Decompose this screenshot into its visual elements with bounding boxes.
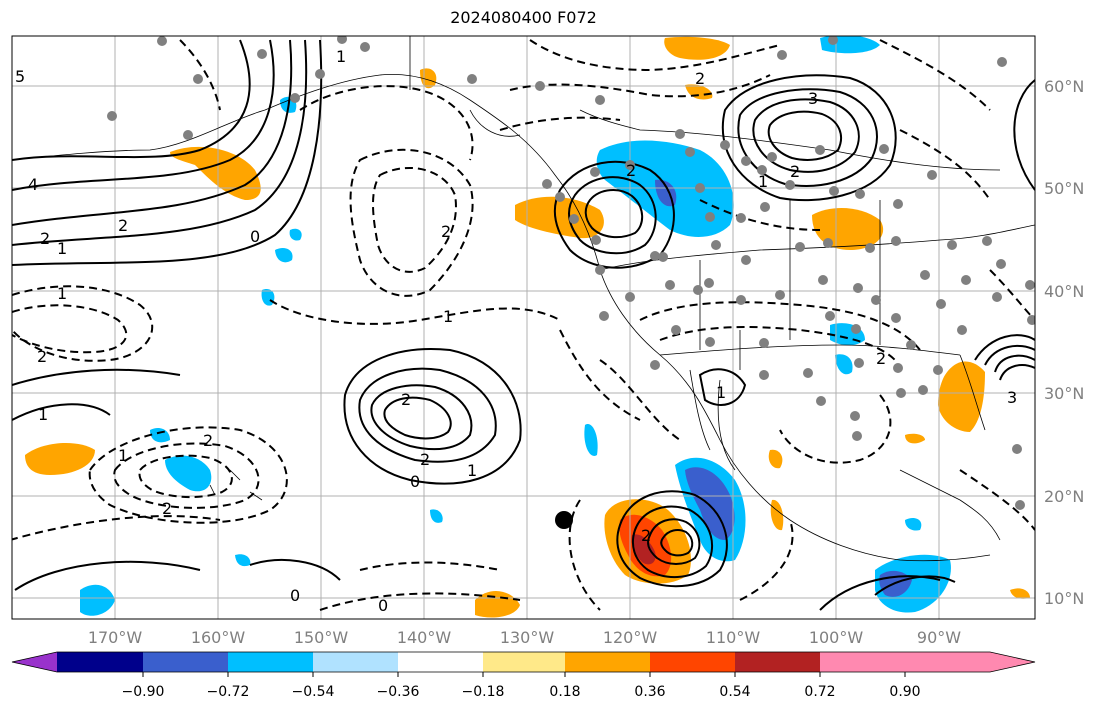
contour-label: 1 — [38, 405, 48, 424]
colorbar-tick-label: 0.54 — [719, 684, 750, 700]
colorbar: −0.90 −0.72 −0.54 −0.36 −0.18 0.18 0.36 … — [11, 651, 1036, 700]
lat-axis: 60°N 50°N 40°N 30°N 20°N 10°N — [1044, 77, 1084, 608]
contour-label: 2 — [641, 526, 651, 545]
contour-label: 2 — [203, 431, 213, 450]
lon-tick-label: 100°W — [809, 628, 864, 647]
colorbar-segment — [483, 652, 565, 672]
colorbar-extend-left — [12, 652, 57, 672]
contour-label: 2 — [695, 69, 705, 88]
contour-label: 4 — [28, 175, 38, 194]
contour-label: 2 — [401, 390, 411, 409]
lat-tick-label: 10°N — [1044, 589, 1084, 608]
colorbar-segment — [143, 652, 228, 672]
contour-label: 2 — [37, 347, 47, 366]
contour-label: 0 — [410, 472, 420, 491]
map-frame — [11, 35, 1036, 620]
colorbar-tick-label: −0.90 — [122, 684, 165, 700]
contour-label: 2 — [876, 349, 886, 368]
colorbar-tick-label: 0.36 — [634, 684, 665, 700]
dashed-contours — [12, 39, 1035, 611]
lon-tick-label: 90°W — [917, 628, 961, 647]
contour-label: 1 — [443, 307, 453, 326]
lat-tick-label: 60°N — [1044, 77, 1084, 96]
colorbar-segment — [735, 652, 820, 672]
colorbar-segment — [650, 652, 735, 672]
station-markers — [107, 36, 1035, 510]
contour-label: 0 — [290, 586, 300, 605]
contour-label: 2 — [626, 161, 636, 180]
contour-label: 2 — [790, 162, 800, 181]
colorbar-tick-label: 0.18 — [549, 684, 580, 700]
lon-tick-label: 130°W — [500, 628, 555, 647]
colorbar-segment — [820, 652, 905, 672]
lat-tick-label: 40°N — [1044, 282, 1084, 301]
lon-axis: 170°W 160°W 150°W 140°W 130°W 120°W 110°… — [88, 628, 961, 647]
contour-label: 2 — [162, 499, 172, 518]
contour-label: 1 — [467, 461, 477, 480]
colorbar-segment — [57, 652, 143, 672]
colorbar-segment — [228, 652, 313, 672]
contour-label-group: 5 4 2 1 0 2 2 0 1 2 3 2 1 2 3 0 1 2 1 1 … — [15, 47, 1017, 615]
lat-tick-label: 20°N — [1044, 487, 1084, 506]
lon-tick-label: 120°W — [603, 628, 658, 647]
lon-tick-label: 150°W — [294, 628, 349, 647]
solid-contours — [12, 39, 1035, 611]
colorbar-tick-label: 0.72 — [804, 684, 835, 700]
colorbar-tick-label: 0.90 — [889, 684, 920, 700]
contour-label: 1 — [716, 383, 726, 402]
colorbar-tick-label: −0.18 — [462, 684, 505, 700]
contour-label: 5 — [15, 67, 25, 86]
colorbar-tick-label: −0.54 — [292, 684, 335, 700]
contour-label: 2 — [40, 229, 50, 248]
contour-label: 1 — [336, 47, 346, 66]
contour-label: 2 — [420, 450, 430, 469]
lat-tick-label: 50°N — [1044, 179, 1084, 198]
map-title: 2024080400 F072 — [450, 8, 597, 27]
contour-label: 2 — [118, 216, 128, 235]
colorbar-segment — [398, 652, 483, 672]
contour-label: 2 — [441, 222, 451, 241]
contour-label: 0 — [378, 596, 388, 615]
lon-tick-label: 170°W — [88, 628, 143, 647]
contour-label: 1 — [57, 239, 67, 258]
colorbar-segment — [313, 652, 398, 672]
colorbar-tick-label: −0.72 — [207, 684, 250, 700]
colorbar-tick-label: −0.36 — [377, 684, 420, 700]
colorbar-segment — [565, 652, 650, 672]
contour-label: 1 — [57, 284, 67, 303]
contour-label: 1 — [118, 446, 128, 465]
black-dot-marker — [555, 511, 573, 529]
contour-label: 0 — [250, 227, 260, 246]
lon-tick-label: 160°W — [191, 628, 246, 647]
contour-label: 3 — [1007, 388, 1017, 407]
map-area — [12, 36, 1035, 619]
contour-label: 1 — [758, 172, 768, 191]
lon-tick-label: 110°W — [706, 628, 761, 647]
contour-label: 3 — [808, 89, 818, 108]
lat-tick-label: 30°N — [1044, 384, 1084, 403]
colorbar-extend-right — [905, 652, 1035, 672]
lon-tick-label: 140°W — [397, 628, 452, 647]
